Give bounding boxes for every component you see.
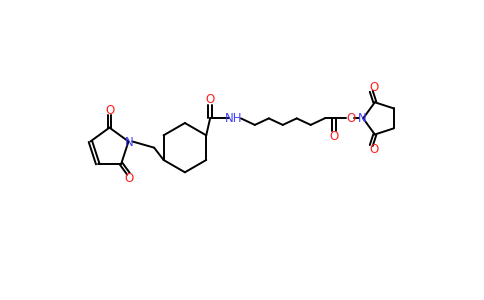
Text: N: N (125, 136, 134, 149)
Text: O: O (124, 172, 134, 185)
Text: O: O (369, 81, 378, 94)
Text: O: O (369, 143, 378, 156)
Text: O: O (346, 112, 355, 125)
Text: O: O (106, 104, 115, 117)
Text: O: O (206, 93, 215, 106)
Text: O: O (329, 130, 338, 143)
Text: N: N (358, 112, 367, 125)
Text: NH: NH (225, 112, 242, 125)
